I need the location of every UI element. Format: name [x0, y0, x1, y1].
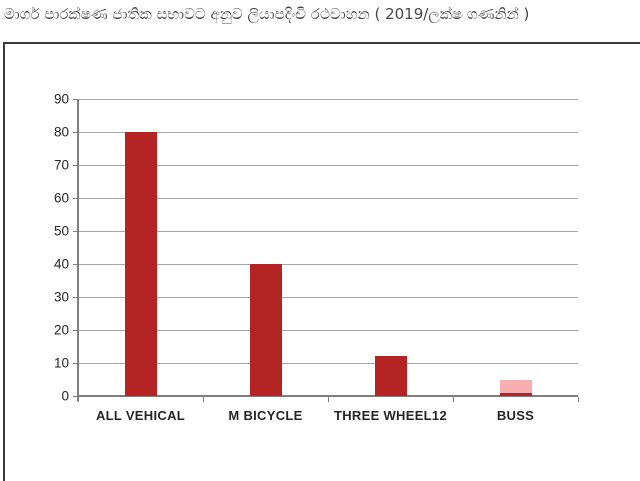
x-axis-tick-1 — [202, 397, 204, 402]
x-axis-tick-0 — [77, 397, 79, 402]
y-axis-tick-90 — [73, 98, 78, 100]
y-axis-tick-70 — [73, 164, 78, 166]
gridline-70 — [78, 164, 578, 166]
y-axis-label-80: 80 — [53, 124, 69, 140]
x-axis-tick-3 — [452, 397, 454, 402]
bar-m-bicycle — [249, 264, 282, 396]
y-axis-tick-50 — [73, 230, 78, 232]
gridline-80 — [78, 131, 578, 133]
chart-title: මාර්ග පාරක්ෂණ ජාතික සභාවට අනුව ලියාපදිංච… — [4, 5, 530, 23]
bar-all-vehical — [124, 132, 157, 396]
x-axis-tick-4 — [577, 397, 579, 402]
bar-base-segment-buss — [499, 392, 532, 396]
y-axis-tick-0 — [73, 395, 78, 397]
gridline-90 — [78, 98, 578, 100]
y-axis-tick-10 — [73, 362, 78, 364]
x-axis-line — [78, 395, 578, 397]
y-axis-label-50: 50 — [53, 223, 69, 239]
gridline-50 — [78, 230, 578, 232]
y-axis-label-30: 30 — [53, 289, 69, 305]
gridline-40 — [78, 263, 578, 265]
x-category-label-all-vehical: ALL VEHICAL — [95, 408, 186, 423]
x-category-label-m-bicycle: M BICYCLE — [228, 408, 303, 423]
x-category-label-buss: BUSS — [496, 408, 535, 423]
chart-border-box — [3, 42, 640, 481]
y-axis-tick-80 — [73, 131, 78, 133]
y-axis-tick-30 — [73, 296, 78, 298]
y-axis-label-0: 0 — [61, 388, 69, 404]
y-axis-line — [77, 99, 79, 401]
x-axis-tick-2 — [327, 397, 329, 402]
y-axis-label-20: 20 — [53, 322, 69, 338]
bar-buss — [499, 379, 532, 396]
y-axis-tick-60 — [73, 197, 78, 199]
y-axis-tick-20 — [73, 329, 78, 331]
y-axis-label-70: 70 — [53, 157, 69, 173]
y-axis-label-60: 60 — [53, 190, 69, 206]
gridline-10 — [78, 362, 578, 364]
y-axis-label-90: 90 — [53, 91, 69, 107]
y-axis-label-10: 10 — [53, 355, 69, 371]
y-axis-label-40: 40 — [53, 256, 69, 272]
gridline-60 — [78, 197, 578, 199]
y-axis-tick-40 — [73, 263, 78, 265]
bar-three-wheel12 — [374, 356, 407, 396]
gridline-30 — [78, 296, 578, 298]
x-category-label-three-wheel12: THREE WHEEL12 — [334, 408, 447, 423]
gridline-20 — [78, 329, 578, 331]
